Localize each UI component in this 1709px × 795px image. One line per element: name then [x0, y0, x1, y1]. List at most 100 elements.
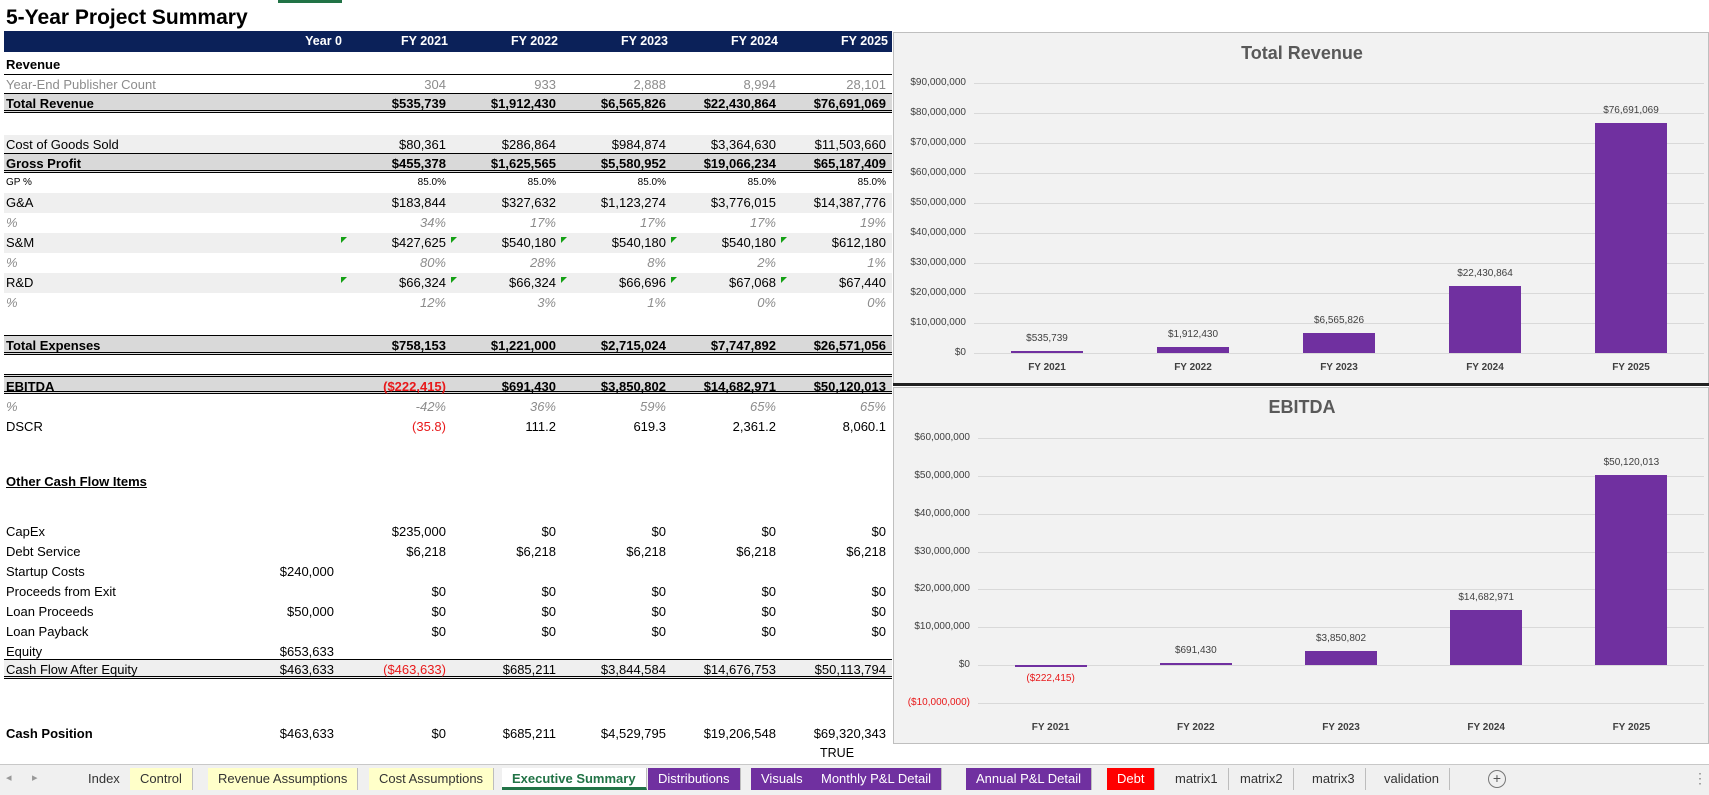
row-label[interactable]: EBITDA: [6, 379, 55, 394]
tab-debt[interactable]: Debt: [1107, 768, 1156, 790]
table-cell[interactable]: 85.0%: [527, 177, 556, 188]
table-cell[interactable]: $0: [651, 584, 666, 599]
table-cell[interactable]: $540,180: [611, 235, 666, 250]
table-cell[interactable]: 28%: [529, 255, 556, 270]
ebitda-chart[interactable]: EBITDA ($10,000,000) $0 $10,000,000 $20,000…: [893, 387, 1709, 744]
tab-executive-summary[interactable]: Executive Summary: [502, 768, 647, 790]
table-cell[interactable]: 17%: [749, 215, 776, 230]
add-sheet-icon[interactable]: +: [1488, 770, 1506, 788]
tab-annual-p-l-detail[interactable]: Annual P&L Detail: [966, 768, 1093, 790]
table-cell[interactable]: 619.3: [633, 419, 666, 434]
row-label[interactable]: Total Revenue: [6, 96, 94, 111]
page-title[interactable]: 5-Year Project Summary: [6, 6, 248, 29]
table-cell[interactable]: $1,912,430: [490, 96, 556, 111]
table-cell[interactable]: 65%: [859, 399, 886, 414]
table-cell[interactable]: 2,888: [633, 77, 666, 92]
table-cell[interactable]: $286,864: [501, 137, 556, 152]
table-cell[interactable]: ($222,415): [383, 379, 446, 394]
table-cell[interactable]: $1,123,274: [600, 195, 666, 210]
table-cell[interactable]: $685,211: [502, 726, 556, 741]
row-label[interactable]: %: [6, 255, 18, 270]
table-cell[interactable]: $327,632: [501, 195, 556, 210]
table-cell[interactable]: $6,218: [626, 544, 666, 559]
tab-index[interactable]: Index: [78, 768, 131, 790]
row-label[interactable]: Gross Profit: [6, 156, 82, 171]
table-cell[interactable]: $0: [871, 584, 886, 599]
table-cell[interactable]: $427,625: [391, 235, 446, 250]
table-cell[interactable]: $65,187,409: [813, 156, 886, 171]
row-label[interactable]: G&A: [6, 195, 34, 210]
table-cell[interactable]: $240,000: [279, 564, 334, 579]
table-cell[interactable]: 85.0%: [637, 177, 666, 188]
table-cell[interactable]: $6,218: [846, 544, 886, 559]
table-cell[interactable]: $612,180: [831, 235, 886, 250]
table-cell[interactable]: $22,430,864: [703, 96, 776, 111]
table-cell[interactable]: $0: [761, 604, 776, 619]
table-cell[interactable]: $66,696: [619, 275, 666, 290]
table-cell[interactable]: $0: [651, 524, 666, 539]
table-cell[interactable]: $691,430: [501, 379, 556, 394]
table-cell[interactable]: $3,364,630: [710, 137, 776, 152]
table-cell[interactable]: 28,101: [846, 77, 886, 92]
table-cell[interactable]: $3,844,584: [600, 662, 666, 677]
table-cell[interactable]: $6,218: [516, 544, 556, 559]
table-cell[interactable]: $540,180: [501, 235, 556, 250]
table-cell[interactable]: $19,206,548: [703, 726, 776, 741]
table-cell[interactable]: (35.8): [412, 419, 446, 434]
table-cell[interactable]: 36%: [529, 399, 556, 414]
tab-matrix3[interactable]: matrix3: [1302, 768, 1366, 790]
table-cell[interactable]: -42%: [415, 399, 446, 414]
row-label[interactable]: R&D: [6, 275, 34, 290]
table-cell[interactable]: 1%: [867, 255, 886, 270]
row-label[interactable]: Debt Service: [6, 544, 81, 559]
table-cell[interactable]: $3,776,015: [710, 195, 776, 210]
chart-bar[interactable]: [1014, 665, 1087, 668]
row-label[interactable]: %: [6, 215, 18, 230]
tab-scroll-right-icon[interactable]: ▸: [32, 772, 38, 784]
table-cell[interactable]: $455,378: [391, 156, 446, 171]
table-cell[interactable]: 85.0%: [857, 177, 886, 188]
tab-matrix1[interactable]: matrix1: [1165, 768, 1229, 790]
table-cell[interactable]: $0: [431, 624, 446, 639]
row-label[interactable]: CapEx: [6, 524, 46, 539]
row-label[interactable]: Proceeds from Exit: [6, 584, 116, 599]
table-cell[interactable]: $5,580,952: [600, 156, 666, 171]
table-cell[interactable]: $463,633: [279, 726, 334, 741]
table-cell[interactable]: 17%: [639, 215, 666, 230]
table-cell[interactable]: $463,633: [279, 662, 334, 677]
col-header-fy2024[interactable]: FY 2024: [730, 34, 778, 48]
table-cell[interactable]: $50,000: [287, 604, 334, 619]
row-label[interactable]: Other Cash Flow Items: [6, 474, 147, 489]
table-cell[interactable]: $4,529,795: [600, 726, 666, 741]
table-cell[interactable]: $50,113,794: [814, 662, 886, 677]
tab-distributions[interactable]: Distributions: [648, 768, 741, 790]
row-label[interactable]: Startup Costs: [6, 564, 85, 579]
more-options-icon[interactable]: ⋮: [1693, 770, 1707, 786]
table-cell[interactable]: 12%: [419, 295, 446, 310]
total-revenue-chart[interactable]: Total Revenue $0 $10,000,000 $20,000,000 $3…: [893, 32, 1709, 385]
row-label[interactable]: Cost of Goods Sold: [6, 137, 119, 152]
row-label[interactable]: Total Expenses: [6, 338, 101, 353]
table-cell[interactable]: 933: [534, 77, 556, 92]
row-label[interactable]: DSCR: [6, 419, 43, 434]
col-header-year0[interactable]: Year 0: [305, 34, 342, 48]
table-cell[interactable]: $6,218: [736, 544, 776, 559]
row-label[interactable]: GP %: [6, 177, 32, 188]
table-cell[interactable]: 59%: [639, 399, 666, 414]
table-cell[interactable]: ($463,633): [383, 662, 446, 677]
table-cell[interactable]: $76,691,069: [813, 96, 886, 111]
table-cell[interactable]: $1,221,000: [490, 338, 556, 353]
table-cell[interactable]: $26,571,056: [813, 338, 886, 353]
table-cell[interactable]: 85.0%: [747, 177, 776, 188]
table-cell[interactable]: $0: [431, 726, 446, 741]
chart-bar[interactable]: [1449, 285, 1521, 353]
table-cell[interactable]: $235,000: [391, 524, 446, 539]
row-label[interactable]: S&M: [6, 235, 35, 250]
table-cell[interactable]: $540,180: [721, 235, 776, 250]
table-cell[interactable]: $1,625,565: [490, 156, 556, 171]
table-cell[interactable]: 65%: [749, 399, 776, 414]
row-label[interactable]: Revenue: [6, 57, 61, 72]
table-cell[interactable]: $0: [541, 604, 556, 619]
col-header-fy2022[interactable]: FY 2022: [510, 34, 558, 48]
table-cell[interactable]: $69,320,343: [813, 726, 886, 741]
